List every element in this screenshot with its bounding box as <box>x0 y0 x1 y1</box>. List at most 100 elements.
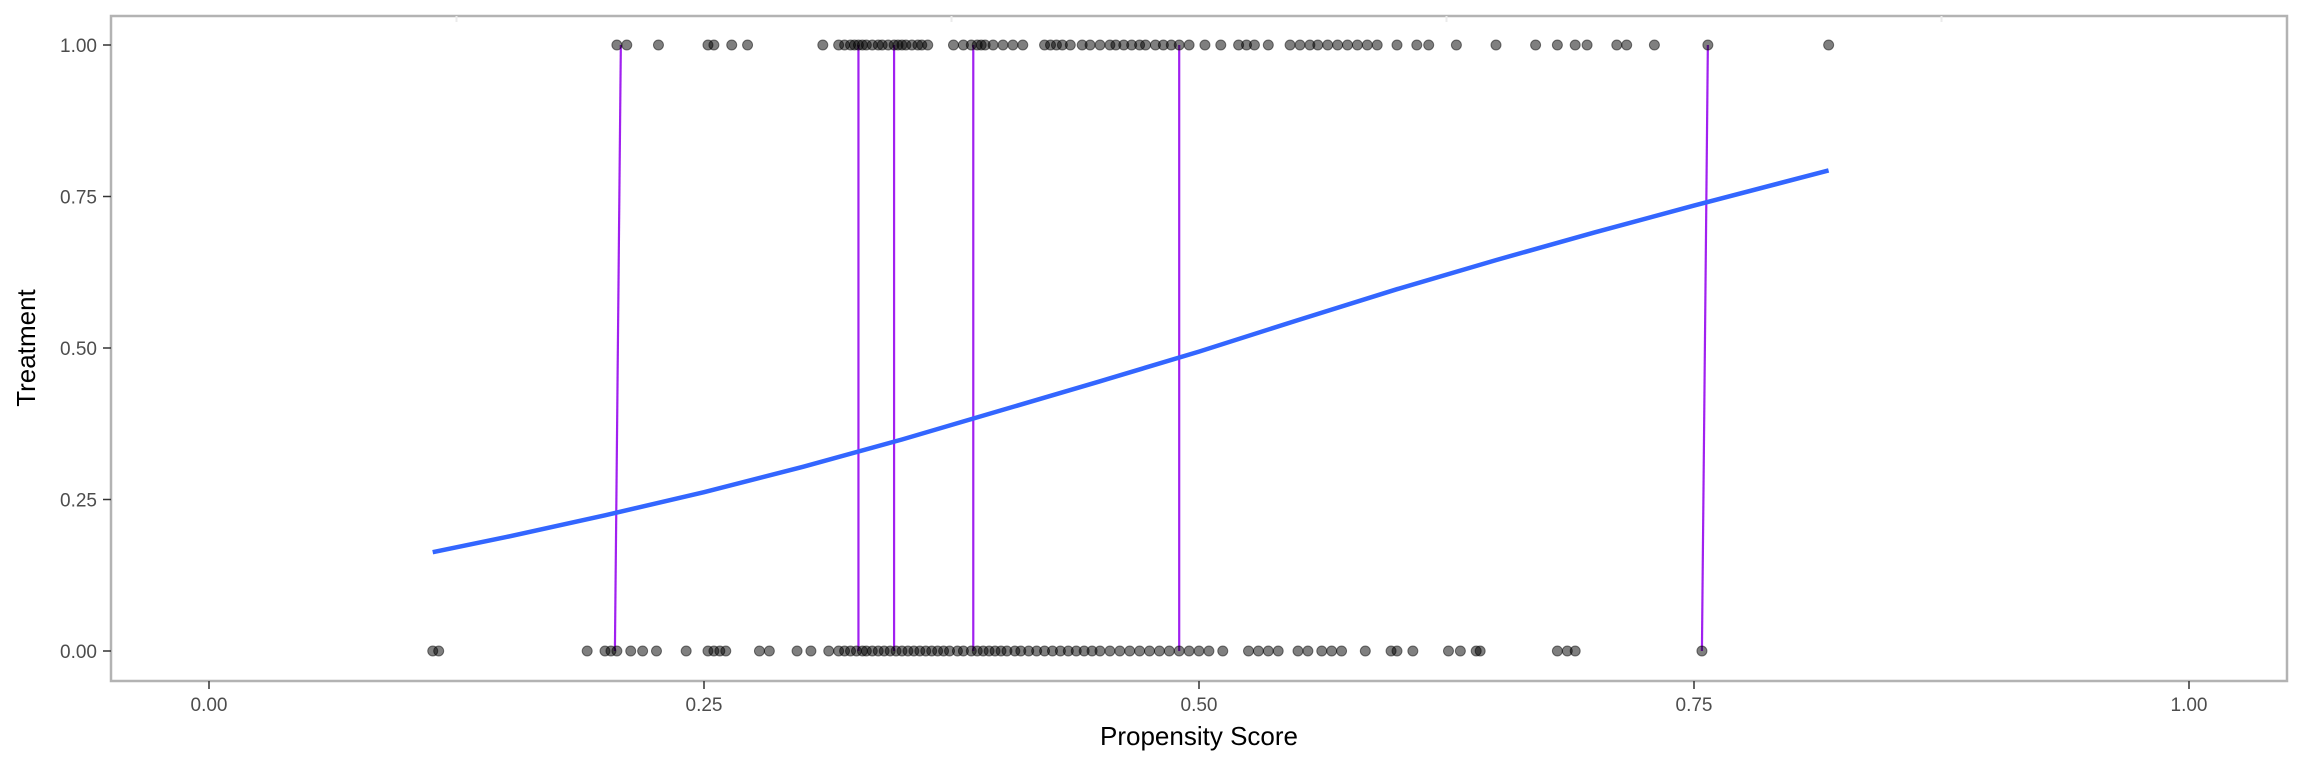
control-point <box>1262 645 1274 657</box>
treated-point <box>1248 39 1260 51</box>
treated-point <box>1581 39 1593 51</box>
treated-point <box>1391 39 1403 51</box>
control-point <box>1272 645 1284 657</box>
treated-point <box>1332 39 1344 51</box>
control-point <box>1124 645 1136 657</box>
treated-point <box>1322 39 1334 51</box>
treated-point <box>1569 39 1581 51</box>
control-point <box>1442 645 1454 657</box>
treated-point <box>922 39 934 51</box>
match-line <box>1700 44 1709 652</box>
control-point <box>1163 645 1175 657</box>
treated-point <box>1530 39 1542 51</box>
treated-point <box>1611 39 1623 51</box>
x-tick-label: 1.00 <box>2171 695 2208 716</box>
treated-point <box>611 39 623 51</box>
control-point <box>1359 645 1371 657</box>
control-point <box>763 645 775 657</box>
treated-point <box>621 39 633 51</box>
x-tick-label: 0.75 <box>1676 695 1713 716</box>
control-point <box>637 645 649 657</box>
control-point <box>650 645 662 657</box>
control-point <box>1243 645 1254 657</box>
treated-point <box>1551 39 1563 51</box>
x-tick-label: 0.25 <box>686 695 723 716</box>
treated-point <box>1284 39 1296 51</box>
control-point <box>1193 645 1205 657</box>
treated-point <box>708 39 720 51</box>
treated-point <box>1361 39 1373 51</box>
y-tick-label: 0.75 <box>60 188 97 209</box>
control-point <box>1407 645 1419 657</box>
treated-point <box>1342 39 1353 51</box>
control-point <box>1391 645 1403 657</box>
control-point <box>581 645 593 657</box>
treated-point <box>1312 39 1324 51</box>
control-point <box>611 645 623 657</box>
treated-point <box>1823 39 1835 51</box>
treated-point <box>987 39 999 51</box>
control-point <box>1094 645 1106 657</box>
treated-point <box>817 39 829 51</box>
treated-point <box>1140 39 1152 51</box>
control-point <box>1104 645 1116 657</box>
treated-point <box>1621 39 1633 51</box>
plot-panel <box>109 14 2289 683</box>
treated-point <box>1351 39 1363 51</box>
control-point <box>1551 645 1563 657</box>
control-point <box>1173 645 1185 657</box>
control-point <box>1144 645 1155 657</box>
treated-point <box>1183 39 1195 51</box>
control-point <box>1474 645 1486 657</box>
treated-point <box>1490 39 1502 51</box>
treated-point <box>1262 39 1274 51</box>
treated-point <box>1199 39 1211 51</box>
control-point <box>625 645 637 657</box>
axes-layer: 0.00 0.25 0.50 0.75 1.00 0.00 0.25 0.50 0.75 1.00 <box>60 36 2207 716</box>
treated-point <box>1007 39 1019 51</box>
control-point <box>1252 645 1264 657</box>
treated-point <box>1017 39 1029 51</box>
x-axis-title: Propensity Score <box>1100 721 1298 751</box>
treated-point <box>1450 39 1462 51</box>
control-point <box>1292 645 1304 657</box>
control-point <box>1316 645 1328 657</box>
match-lines-layer <box>613 44 1709 652</box>
control-point <box>1336 645 1348 657</box>
treated-point <box>1411 39 1423 51</box>
treated-point <box>947 39 959 51</box>
control-point <box>805 645 817 657</box>
control-point <box>1696 645 1708 657</box>
control-point <box>680 645 692 657</box>
control-point <box>1134 645 1146 657</box>
treated-point <box>1173 39 1185 51</box>
treated-point <box>1294 39 1306 51</box>
treated-point <box>652 39 664 51</box>
treated-point <box>1064 39 1076 51</box>
match-line <box>613 44 622 652</box>
logistic-fit-curve <box>432 168 1830 555</box>
control-point <box>1183 645 1195 657</box>
treated-point <box>997 39 1009 51</box>
control-point <box>1217 645 1229 657</box>
control-point <box>1302 645 1314 657</box>
control-point <box>720 645 732 657</box>
control-point <box>753 645 765 657</box>
control-point <box>1114 645 1126 657</box>
control-point <box>1153 645 1165 657</box>
treated-point <box>1702 39 1714 51</box>
points-layer <box>427 39 1835 657</box>
control-point <box>433 645 445 657</box>
grid-layer <box>455 16 1943 22</box>
control-point <box>1326 645 1338 657</box>
y-tick-label: 1.00 <box>60 36 97 57</box>
y-tick-label: 0.25 <box>60 491 97 512</box>
treated-point <box>1084 39 1096 51</box>
treated-point <box>1094 39 1106 51</box>
control-point <box>1454 645 1466 657</box>
x-tick-label: 0.50 <box>1181 695 1218 716</box>
control-point <box>791 645 803 657</box>
treated-point <box>1215 39 1227 51</box>
control-point <box>823 645 835 657</box>
